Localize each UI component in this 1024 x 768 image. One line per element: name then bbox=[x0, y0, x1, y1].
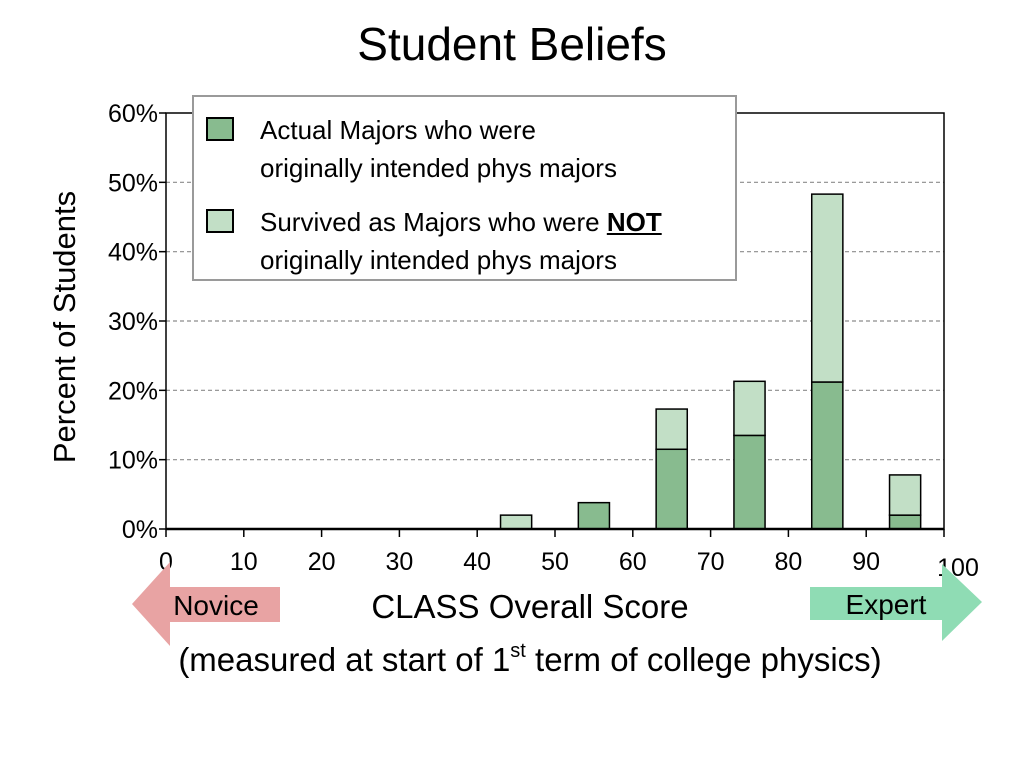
x-tick-label: 40 bbox=[463, 548, 491, 576]
legend-swatch-survived-majors bbox=[206, 209, 234, 233]
y-tick-label: 0% bbox=[122, 516, 158, 544]
novice-arrow: Novice bbox=[132, 562, 280, 646]
legend-label-actual-majors: Actual Majors who were originally intend… bbox=[260, 111, 617, 187]
x-tick-labels: 0 10 20 30 40 50 60 70 80 90 100 bbox=[159, 548, 979, 582]
bar-survived-majors bbox=[888, 474, 922, 516]
legend-line: originally intended phys majors bbox=[260, 153, 617, 183]
expert-arrow: Expert bbox=[810, 564, 982, 641]
y-tick-labels: 0% 10% 20% 30% 40% 50% 60% bbox=[108, 100, 158, 544]
x-tick-label: 10 bbox=[230, 548, 258, 576]
expert-label: Expert bbox=[846, 589, 927, 620]
novice-arrow-shape bbox=[132, 562, 280, 646]
y-tick-label: 50% bbox=[108, 169, 158, 197]
y-tick-label: 30% bbox=[108, 308, 158, 336]
bar-survived-majors bbox=[655, 408, 689, 451]
x-tick-label: 80 bbox=[774, 548, 802, 576]
x-axis-subtitle: (measured at start of 1st term of colleg… bbox=[178, 640, 882, 678]
bar-actual-majors bbox=[810, 381, 844, 530]
legend-item-survived-majors: Survived as Majors who were NOT original… bbox=[206, 203, 662, 279]
legend-label-survived-majors: Survived as Majors who were NOT original… bbox=[260, 203, 662, 279]
bar-survived-majors bbox=[733, 380, 766, 437]
x-tick-label: 50 bbox=[541, 548, 569, 576]
legend-swatch-actual-majors bbox=[206, 117, 234, 141]
bar-actual-majors bbox=[655, 448, 689, 530]
legend-line: originally intended phys majors bbox=[260, 245, 617, 275]
y-axis-label: Percent of Students bbox=[47, 191, 82, 463]
novice-label: Novice bbox=[173, 590, 259, 621]
legend-item-actual-majors: Actual Majors who were originally intend… bbox=[206, 111, 617, 187]
legend-bold-not: NOT bbox=[606, 207, 662, 237]
legend: Actual Majors who were originally intend… bbox=[192, 95, 737, 281]
bars bbox=[499, 193, 922, 530]
y-tick-label: 10% bbox=[108, 447, 158, 475]
bar-actual-majors bbox=[577, 501, 611, 530]
x-axis-label: CLASS Overall Score bbox=[371, 588, 689, 625]
x-tick-label: 20 bbox=[308, 548, 336, 576]
bar-survived-majors bbox=[810, 193, 844, 383]
x-tick-label: 60 bbox=[619, 548, 647, 576]
expert-arrow-shape bbox=[810, 564, 982, 641]
legend-line: Survived as Majors who were bbox=[260, 207, 607, 237]
axes bbox=[159, 112, 945, 537]
bar-survived-majors bbox=[499, 514, 533, 530]
superscript-st: st bbox=[510, 640, 526, 662]
y-tick-label: 60% bbox=[108, 100, 158, 128]
x-tick-label: 90 bbox=[852, 548, 880, 576]
bar-actual-majors bbox=[888, 514, 922, 530]
y-tick-label: 20% bbox=[108, 377, 158, 405]
x-tick-label: 30 bbox=[385, 548, 413, 576]
chart-title: Student Beliefs bbox=[357, 18, 667, 70]
bar-actual-majors bbox=[733, 434, 766, 530]
x-tick-label: 70 bbox=[697, 548, 725, 576]
legend-line: Actual Majors who were bbox=[260, 115, 536, 145]
y-tick-label: 40% bbox=[108, 239, 158, 267]
